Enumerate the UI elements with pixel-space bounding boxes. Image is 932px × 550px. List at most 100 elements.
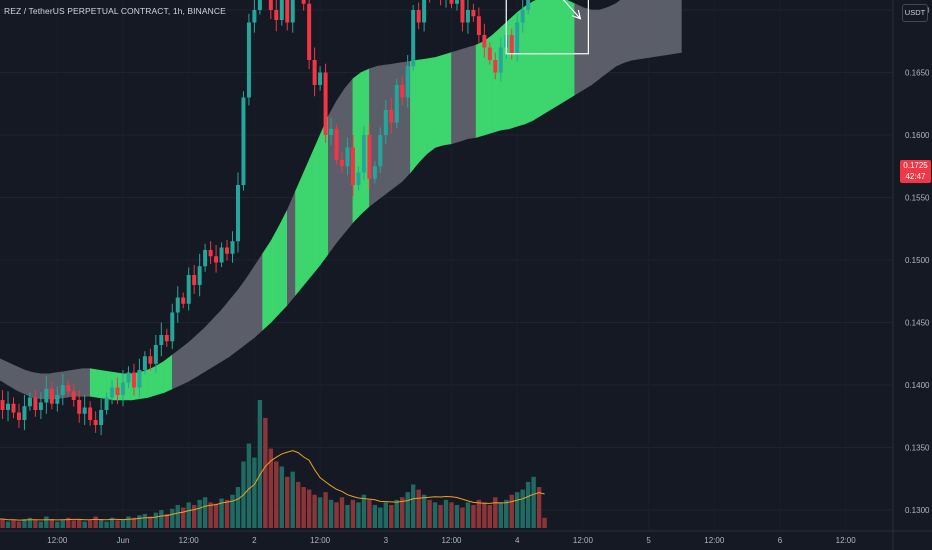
volume-bar — [487, 504, 493, 528]
volume-bar — [290, 471, 295, 528]
band-segment — [303, 153, 313, 286]
candle-body — [66, 385, 71, 392]
price-tick-label: 0.1600 — [905, 131, 930, 140]
candle-body — [329, 128, 334, 135]
candle-body — [345, 147, 350, 167]
arrow-icon — [571, 9, 582, 20]
last-price-value: 0.1725 — [903, 161, 928, 170]
volume-bar — [55, 521, 60, 528]
band-segment — [533, 0, 543, 121]
band-segment — [615, 0, 625, 67]
time-tick-label: 12:00 — [310, 536, 331, 545]
candle-body — [394, 85, 399, 123]
band-segment — [442, 52, 452, 146]
volume-histogram — [0, 400, 547, 528]
band-segment — [32, 372, 42, 400]
band-segment — [582, 7, 592, 91]
band-segment — [607, 3, 617, 74]
band-segment — [7, 362, 17, 391]
time-tick-label: 12:00 — [836, 536, 857, 545]
volume-bar — [0, 519, 5, 528]
volume-bar — [520, 489, 525, 528]
candle-body — [175, 297, 180, 313]
candle-body — [367, 135, 372, 179]
volume-bar — [164, 513, 169, 528]
band-segment — [311, 134, 321, 276]
candle-body — [93, 420, 98, 425]
band-segment — [163, 354, 173, 393]
volume-bar — [438, 504, 443, 528]
volume-bar — [525, 481, 531, 528]
band-segment — [566, 0, 576, 101]
symbol-title[interactable]: REZ / TetherUS PERPETUAL CONTRACT, 1h, B… — [4, 6, 226, 16]
volume-bar — [367, 499, 372, 528]
candle-body — [361, 135, 366, 173]
band-segment — [155, 360, 165, 396]
drawing-annotations[interactable] — [505, 0, 676, 55]
price-tick-label: 0.1450 — [905, 319, 930, 328]
volume-bar — [542, 517, 547, 528]
volume-bar — [93, 516, 98, 528]
volume-bar — [536, 487, 542, 528]
volume-bar — [252, 457, 257, 528]
volume-bar — [454, 504, 460, 528]
candle-body — [411, 10, 416, 67]
candle-body — [225, 247, 230, 254]
candle-body — [153, 345, 158, 364]
candle-body — [60, 385, 65, 395]
volume-bar — [498, 502, 503, 528]
band-segment — [15, 365, 25, 395]
candle-body — [235, 185, 240, 242]
band-segment — [525, 0, 534, 125]
band-segment — [640, 0, 649, 60]
candle-body — [290, 0, 295, 23]
volume-bar — [126, 516, 131, 528]
volume-bar — [82, 521, 87, 528]
candle-body — [493, 60, 498, 73]
volume-bar — [109, 517, 115, 528]
candle-body — [301, 0, 306, 4]
candle-body — [312, 60, 317, 85]
volume-bar — [416, 489, 421, 528]
volume-bar — [274, 461, 279, 528]
volume-bar — [66, 517, 71, 528]
time-tick-label: 12:00 — [704, 536, 725, 545]
candle-body — [137, 370, 142, 388]
volume-bar — [443, 499, 449, 528]
candle-body — [389, 110, 394, 123]
candle-body — [400, 85, 405, 98]
band-segment — [541, 0, 551, 116]
candle-body — [181, 297, 186, 304]
volume-bar — [131, 517, 137, 528]
volume-bar — [98, 519, 104, 528]
band-segment — [295, 172, 305, 296]
time-axis[interactable]: 12:00 Jun 12:00 2 12:00 3 12:00 4 12:00 5 12:00 6 12… — [0, 530, 932, 545]
candle-body — [164, 335, 169, 342]
candle-body — [378, 135, 383, 167]
volume-bar — [77, 519, 82, 528]
candle-body — [449, 0, 454, 4]
candle-body — [203, 250, 208, 267]
candle-body — [208, 250, 213, 257]
volume-bar — [246, 443, 252, 528]
volume-bar — [345, 504, 350, 528]
volume-bar — [224, 499, 230, 528]
candle-body — [520, 10, 525, 23]
volume-bar — [142, 513, 148, 528]
candle-body — [476, 16, 481, 35]
arrow-line — [562, 0, 581, 20]
currency-badge[interactable]: USDT — [902, 4, 928, 22]
candle-body — [219, 247, 224, 263]
volume-bar — [323, 492, 328, 528]
candle-body — [6, 403, 11, 410]
volume-bar — [285, 476, 290, 528]
volume-bar — [44, 516, 49, 528]
band-segment — [24, 369, 34, 398]
candle-body — [44, 388, 49, 403]
volume-bar — [476, 499, 482, 528]
band-segment — [81, 368, 91, 397]
volume-bar — [301, 487, 306, 528]
price-tick-label: 0.1400 — [905, 381, 930, 390]
volume-bar — [120, 519, 126, 528]
